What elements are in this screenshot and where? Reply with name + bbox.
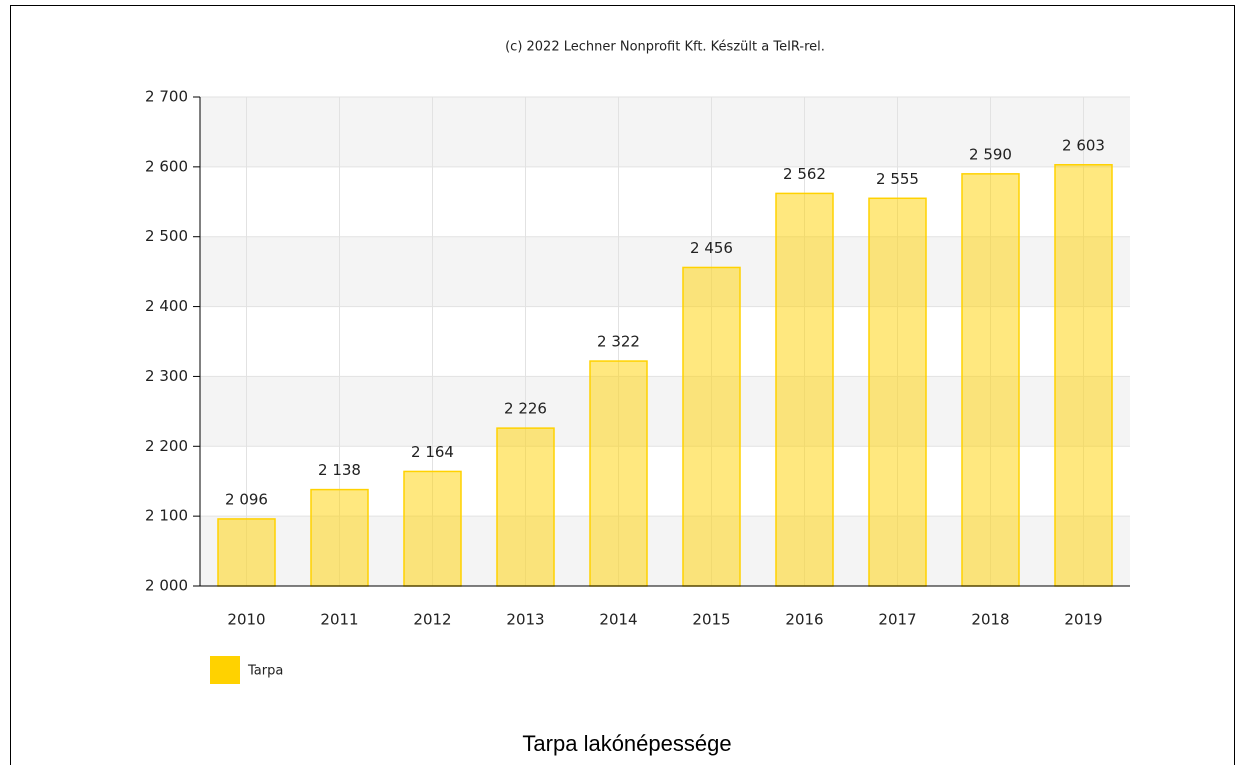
bar	[961, 173, 1020, 587]
y-tick-label: 2 000	[145, 577, 188, 595]
y-tick-label: 2 100	[145, 507, 188, 525]
x-tick-label: 2010	[227, 611, 265, 629]
y-tick-label: 2 600	[145, 157, 188, 175]
value-label: 2 096	[225, 490, 268, 508]
y-tick-label: 2 700	[145, 88, 188, 106]
x-tick-label: 2019	[1064, 611, 1102, 629]
bar	[775, 192, 834, 587]
x-tick-label: 2015	[692, 611, 730, 629]
value-label: 2 322	[597, 333, 640, 351]
value-label: 2 590	[969, 145, 1012, 163]
x-tick-label: 2013	[506, 611, 544, 629]
y-tick-label: 2 200	[145, 437, 188, 455]
value-label: 2 164	[411, 443, 454, 461]
y-tick-label: 2 500	[145, 227, 188, 245]
value-label: 2 456	[690, 239, 733, 257]
chart-title: Tarpa lakónépessége	[522, 731, 731, 756]
chart-subtitle: (c) 2022 Lechner Nonprofit Kft. Készült …	[505, 40, 825, 55]
y-tick-label: 2 300	[145, 367, 188, 385]
grid-stripe	[200, 97, 1130, 167]
bar	[310, 488, 369, 587]
y-tick-label: 2 400	[145, 297, 188, 315]
bar	[496, 427, 555, 587]
bar	[217, 518, 276, 587]
x-tick-label: 2012	[413, 611, 451, 629]
value-label: 2 603	[1062, 136, 1105, 154]
bar	[1054, 164, 1113, 587]
bar	[589, 360, 648, 587]
legend-label: Tarpa	[247, 664, 283, 679]
x-tick-label: 2016	[785, 611, 823, 629]
bar	[682, 266, 741, 587]
x-tick-label: 2017	[878, 611, 916, 629]
bar	[868, 197, 927, 587]
bar	[403, 470, 462, 587]
value-label: 2 562	[783, 165, 826, 183]
x-tick-label: 2018	[971, 611, 1009, 629]
value-label: 2 138	[318, 461, 361, 479]
x-tick-label: 2014	[599, 611, 637, 629]
value-label: 2 555	[876, 170, 919, 188]
legend-swatch	[210, 656, 240, 684]
x-tick-label: 2011	[320, 611, 358, 629]
value-label: 2 226	[504, 400, 547, 418]
